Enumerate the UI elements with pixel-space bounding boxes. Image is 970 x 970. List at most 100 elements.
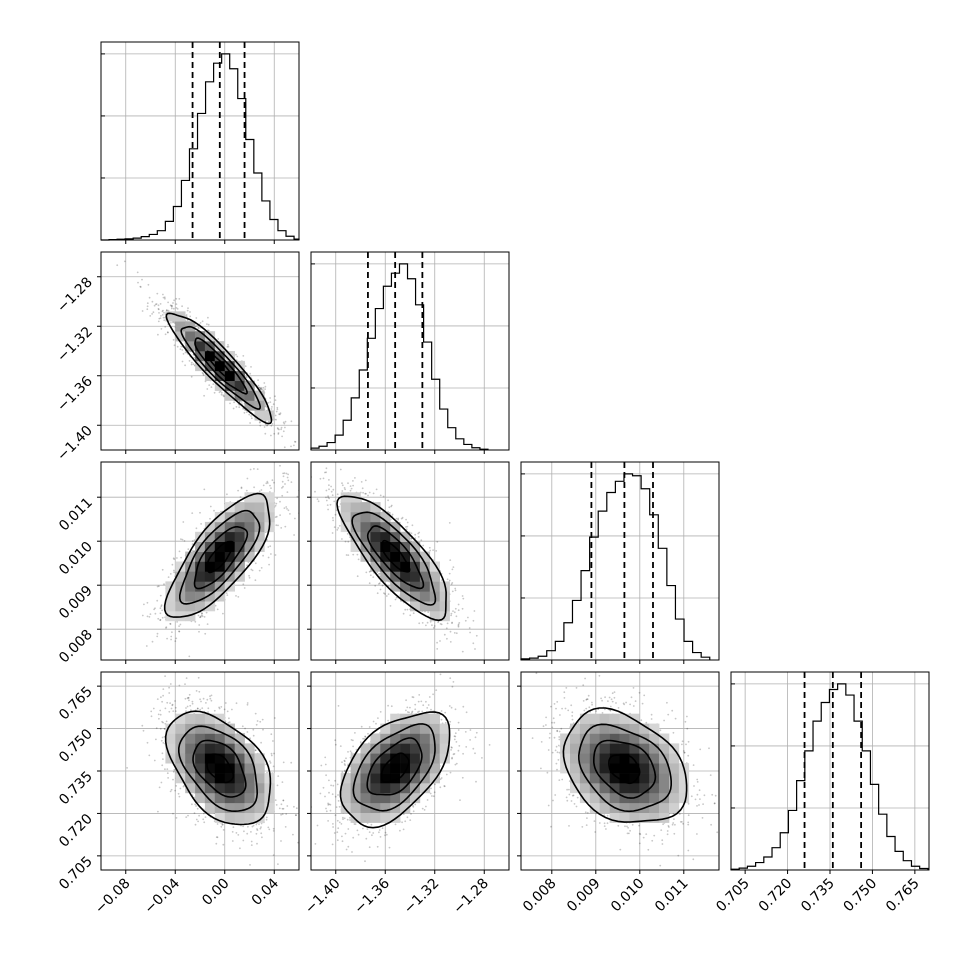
scatter-point <box>411 696 414 698</box>
density-cell <box>400 773 411 784</box>
scatter-point <box>619 848 622 851</box>
density-cell <box>195 773 206 784</box>
density-cell <box>185 783 196 794</box>
density-cell <box>659 743 670 754</box>
scatter-point <box>568 825 570 827</box>
scatter-point <box>172 307 175 310</box>
scatter-point <box>420 539 423 542</box>
scatter-point <box>440 623 443 626</box>
density-cell <box>370 792 381 804</box>
density-cell <box>579 773 591 784</box>
scatter-point <box>559 714 561 716</box>
scatter-point <box>287 479 290 482</box>
density-cell <box>380 763 391 774</box>
scatter-point <box>674 823 676 826</box>
scatter-point <box>443 633 446 636</box>
scatter-point <box>558 730 561 733</box>
density-cell <box>599 733 610 744</box>
scatter-point <box>172 778 174 781</box>
contour-level-1 <box>194 337 248 395</box>
scatter-point <box>252 728 255 731</box>
scatter-point <box>284 483 286 485</box>
scatter-point <box>175 307 178 309</box>
scatter-point <box>226 594 229 596</box>
scatter-point <box>227 721 230 724</box>
scatter-point <box>245 411 248 413</box>
density-cell <box>224 792 235 804</box>
scatter-point <box>235 353 237 356</box>
scatter-point <box>300 498 302 500</box>
scatter-point <box>454 708 457 711</box>
scatter-point <box>289 513 291 515</box>
scatter-point <box>659 864 662 867</box>
scatter-point <box>258 569 261 572</box>
density-cell <box>419 723 431 734</box>
density-cell <box>649 812 660 823</box>
scatter-point <box>264 405 267 408</box>
density-cell <box>419 581 431 592</box>
scatter-point <box>189 311 191 313</box>
scatter-point <box>249 468 252 471</box>
scatter-point <box>551 726 554 729</box>
scatter-point <box>453 632 456 634</box>
hist-panel-0-bg <box>101 42 299 240</box>
scatter-point <box>638 832 641 835</box>
density-cell <box>410 743 421 754</box>
scatter-point <box>162 309 164 312</box>
scatter-point <box>566 799 569 802</box>
scatter-point <box>273 481 275 484</box>
scatter-point <box>571 794 574 797</box>
scatter-point <box>347 751 349 753</box>
scatter-point <box>245 376 248 379</box>
scatter-point <box>604 696 606 699</box>
scatter-point <box>411 524 414 527</box>
contour-level-0 <box>206 753 235 784</box>
density-cell <box>254 773 265 784</box>
scatter-point <box>641 702 644 705</box>
density-cell <box>400 753 411 764</box>
density-cell <box>204 743 216 754</box>
scatter-point <box>402 828 405 831</box>
scatter-point <box>246 564 249 567</box>
scatter-point <box>165 627 167 629</box>
density-cell <box>185 571 196 582</box>
scatter-point <box>325 489 328 492</box>
scatter-point <box>256 829 259 831</box>
scatter-point <box>448 522 451 524</box>
scatter-point <box>258 386 261 389</box>
scatter-point <box>248 576 251 579</box>
scatter-point <box>446 622 449 625</box>
scatter-point <box>275 502 278 505</box>
density-cell <box>560 733 571 744</box>
density-cell <box>264 802 275 813</box>
density-cell <box>204 351 216 362</box>
scatter-point <box>607 700 609 702</box>
density-cell <box>185 733 196 744</box>
scatter-point <box>716 831 719 834</box>
scatter-point <box>622 702 625 705</box>
scatter-point <box>433 625 436 627</box>
scatter-point <box>216 836 219 839</box>
scatter-point <box>246 832 249 835</box>
scatter-point <box>368 831 371 833</box>
density-cell <box>589 783 600 794</box>
density-cell <box>579 713 591 724</box>
scatter-point <box>458 622 461 624</box>
scatter-point <box>585 824 588 826</box>
scatter-point <box>450 612 453 615</box>
scatter-point <box>346 818 349 821</box>
density-cell <box>678 783 690 794</box>
density-cell <box>639 792 650 804</box>
x-tick-label-param-2: 0.010 <box>608 876 648 916</box>
scatter-point <box>159 317 162 319</box>
density-cell <box>195 743 206 754</box>
density-cell <box>244 773 255 784</box>
density-cell <box>264 773 275 784</box>
x-tick-label-param-3: 0.735 <box>798 876 838 916</box>
scatter-point <box>613 691 616 693</box>
scatter-point <box>332 488 335 491</box>
density-cell <box>560 753 571 764</box>
scatter-point <box>237 489 240 492</box>
scatter-point <box>188 360 191 362</box>
scatter-point <box>405 526 407 528</box>
